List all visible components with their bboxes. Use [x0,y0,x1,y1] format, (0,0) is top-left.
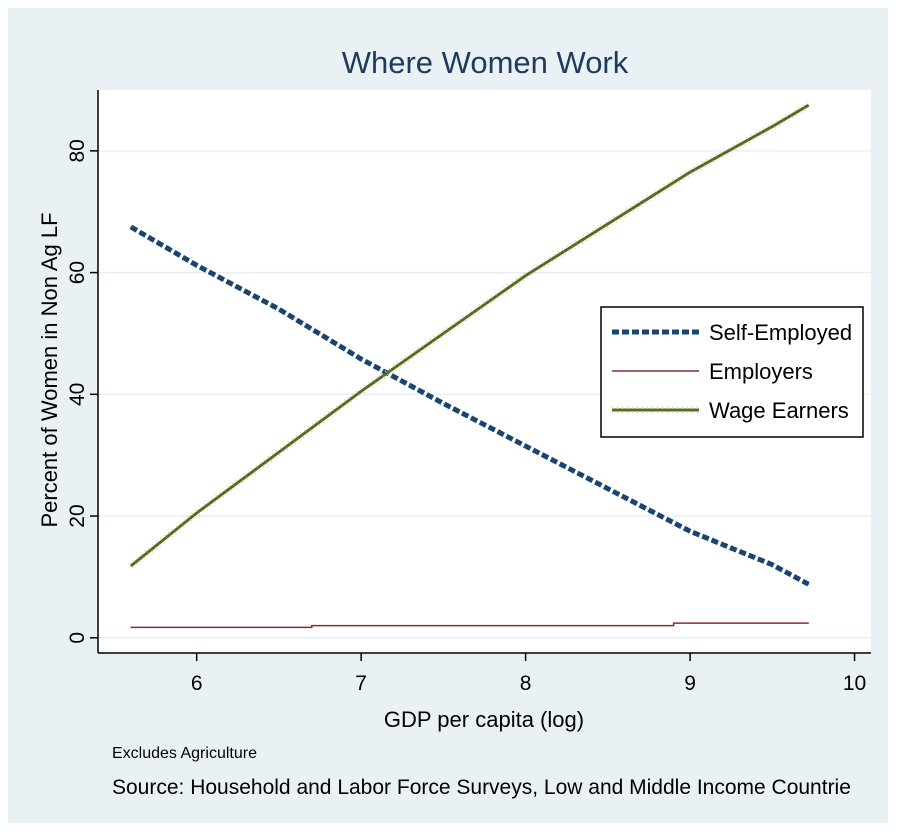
x-tick-label: 10 [843,672,866,695]
data-point-wage-earners [525,275,527,277]
x-tick-label: 8 [520,672,532,695]
data-point-wage-earners [442,332,444,334]
data-point-employers [808,622,810,624]
data-point-wage-earners [808,104,810,106]
data-point-self-employed [689,530,691,532]
data-point-wage-earners [689,171,691,173]
data-point-wage-earners [771,126,773,128]
series-core-wage-earners [130,104,810,567]
legend: Self-Employed Employers Wage Earners [600,306,864,438]
x-tick-label: 6 [191,672,203,695]
data-point-wage-earners [360,390,362,392]
data-point-self-employed [442,402,444,404]
legend-label-self-employed: Self-Employed [709,320,852,345]
note-excludes: Excludes Agriculture [112,745,257,762]
tick-layer: 0 20 40 60 80 6 7 8 9 10 [66,139,866,695]
x-tick-label: 9 [684,672,696,695]
data-point-self-employed [607,488,609,490]
data-point-wage-earners [196,512,198,514]
x-tick-label: 7 [355,672,367,695]
data-point-self-employed [771,564,773,566]
legend-label-employers: Employers [709,359,813,384]
y-tick-label: 80 [66,139,89,162]
y-tick-label: 20 [66,504,89,527]
axes [97,90,871,654]
y-tick-label: 60 [66,261,89,284]
legend-label-wage-earners: Wage Earners [709,398,849,423]
x-axis-label: GDP per capita (log) [384,707,584,732]
data-point-employers [311,625,313,627]
data-point-self-employed [130,226,132,228]
data-point-employers [311,626,313,628]
data-point-self-employed [196,264,198,266]
y-axis-label: Percent of Women in Non Ag LF [37,212,62,527]
data-point-employers [673,625,675,627]
data-point-self-employed [278,308,280,310]
series-line-employers [130,622,809,629]
data-point-wage-earners [278,451,280,453]
chart-title: Where Women Work [342,45,629,80]
data-point-self-employed [360,358,362,360]
data-point-wage-earners [130,565,132,567]
series-line-self-employed [129,224,810,587]
y-tick-label: 40 [66,383,89,406]
legend-box [600,306,864,438]
data-point-self-employed [808,583,810,585]
data-point-wage-earners [607,223,609,225]
data-point-self-employed [525,445,527,447]
note-source: Source: Household and Labor Force Survey… [112,776,851,799]
series-layer [128,102,811,629]
data-point-employers [673,622,675,624]
y-tick-label: 0 [66,632,89,644]
data-point-employers [130,626,132,628]
legend-keys [612,329,699,414]
